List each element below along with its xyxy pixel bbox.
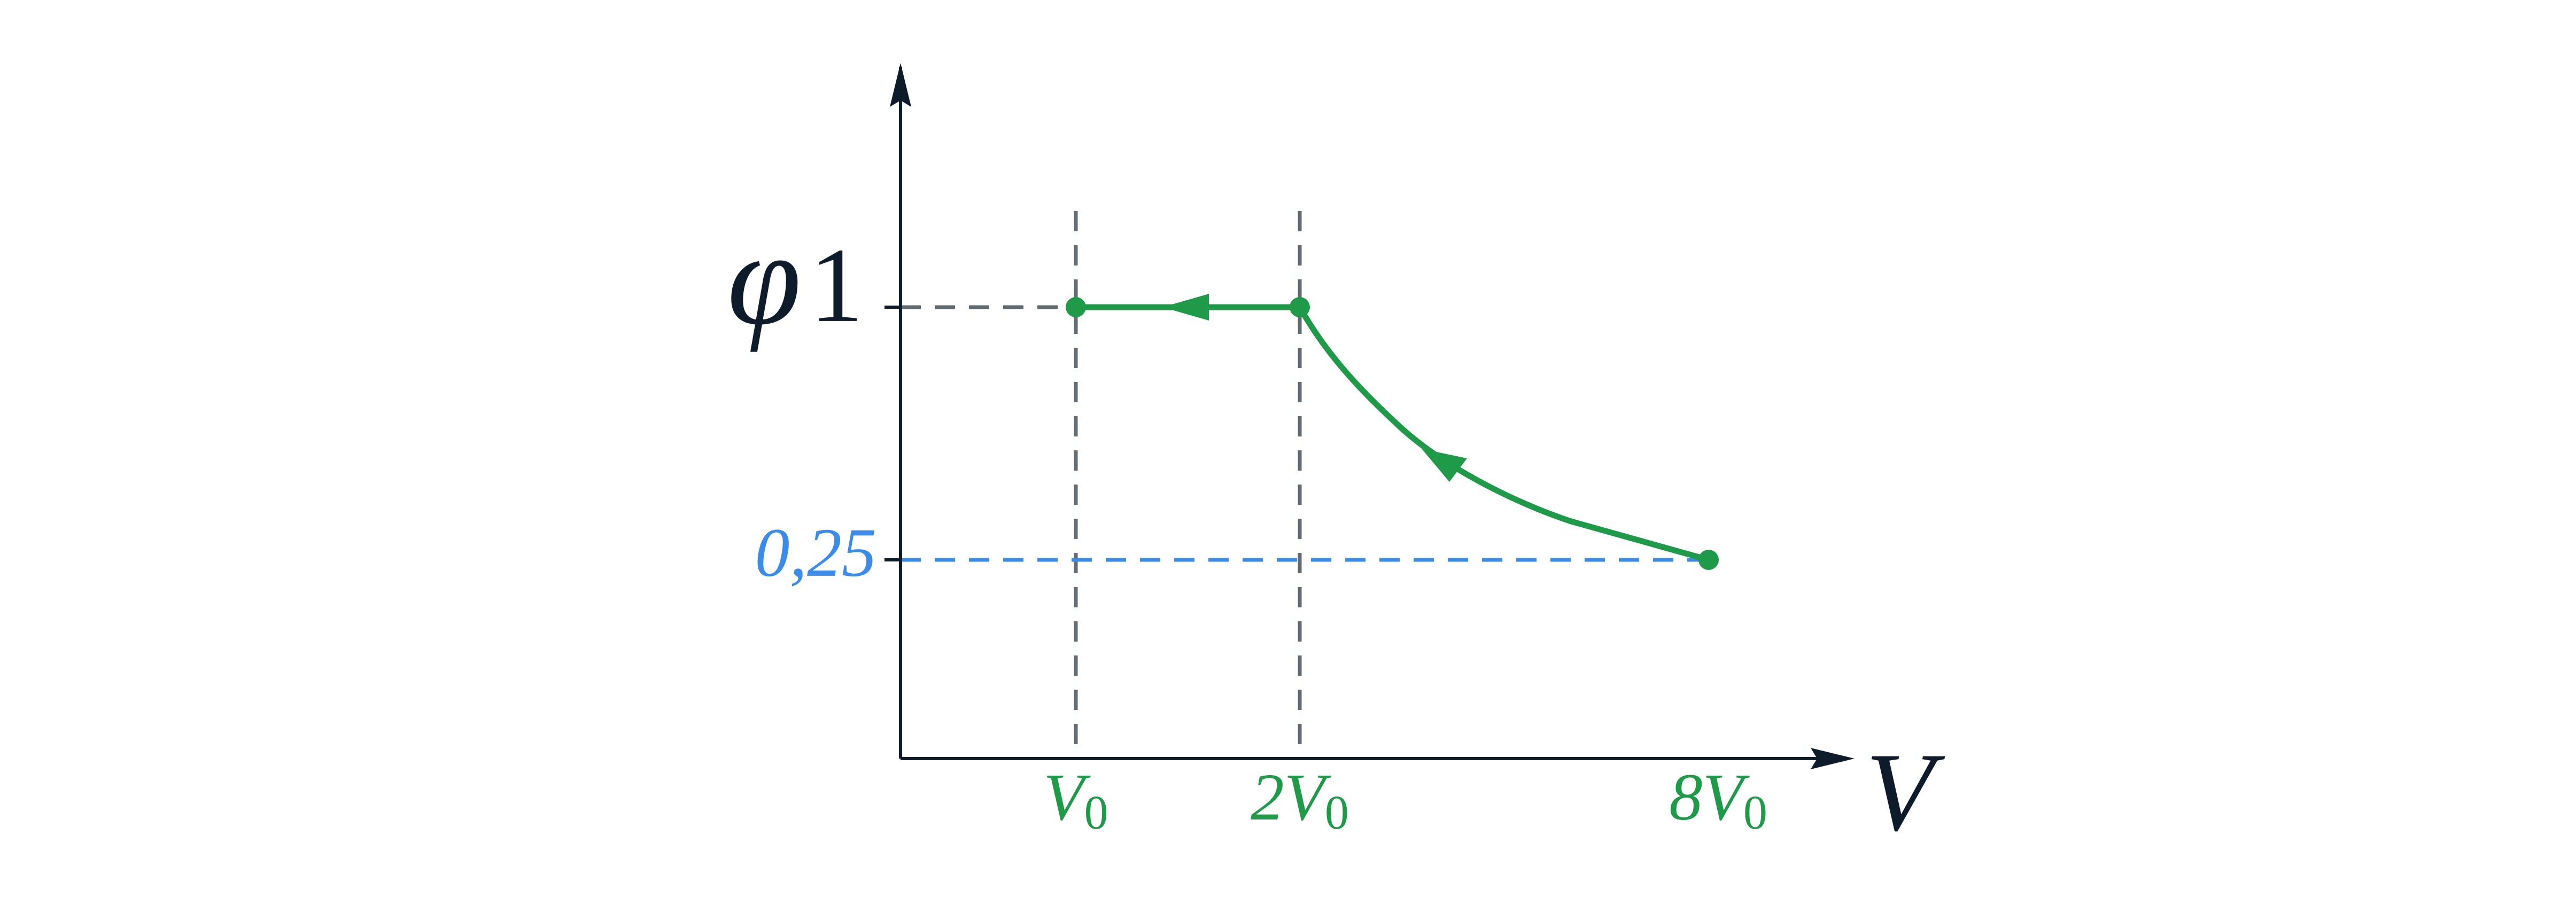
point-a bbox=[1066, 297, 1086, 317]
arrow-isobar bbox=[1162, 294, 1209, 321]
point-c bbox=[1698, 550, 1719, 570]
y-tick-label: 0,25 bbox=[755, 514, 877, 591]
x-tick-label: 2V0 bbox=[1251, 761, 1349, 839]
y-arrow bbox=[890, 63, 911, 107]
point-b bbox=[1290, 297, 1310, 317]
axes bbox=[884, 63, 1855, 769]
process bbox=[1073, 304, 1712, 563]
arrows bbox=[1162, 294, 1467, 482]
y-tick-label: 1 bbox=[810, 227, 863, 345]
x-tick-main: V bbox=[1043, 761, 1091, 834]
x-tick-label: 8V0 bbox=[1669, 761, 1767, 839]
x-tick-sub: 0 bbox=[1743, 786, 1767, 839]
y-axis-label: φ bbox=[727, 205, 801, 353]
guides bbox=[901, 211, 1709, 759]
x-axis-label: V bbox=[1866, 730, 1945, 854]
x-arrow bbox=[1811, 748, 1855, 769]
x-tick-sub: 0 bbox=[1325, 786, 1349, 839]
curve-segment bbox=[1297, 304, 1712, 563]
arrow-curve bbox=[1422, 449, 1467, 482]
x-tick-sub: 0 bbox=[1084, 786, 1108, 839]
x-tick-main: 8V bbox=[1669, 761, 1750, 834]
x-tick-label: V0 bbox=[1043, 761, 1108, 839]
x-tick-main: 2V bbox=[1251, 761, 1332, 834]
points bbox=[1066, 297, 1719, 570]
